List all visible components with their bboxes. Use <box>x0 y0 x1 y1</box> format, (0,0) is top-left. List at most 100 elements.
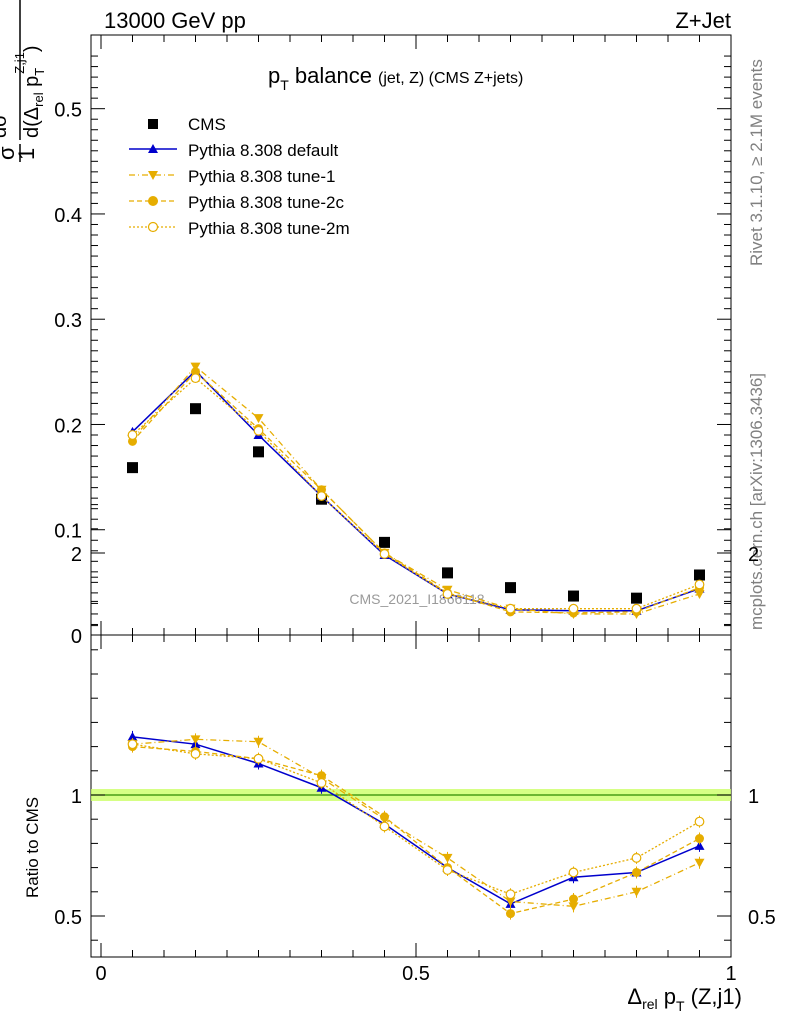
data-point-4 <box>379 536 390 548</box>
ratio-series <box>127 730 705 920</box>
ratio-tune2m-point-2 <box>253 753 264 764</box>
tune2m-point-0 <box>127 430 138 440</box>
ratio-y-tick-label: 0.5 <box>54 907 82 929</box>
ratio-series-tune2c <box>128 740 704 920</box>
tune2m-point-4 <box>379 549 390 559</box>
tune2m-point-2 <box>253 425 264 436</box>
ratio-default-point-9 <box>694 840 705 850</box>
main-y-label: 1 σ dσ d(Δrel pTZ,j1) <box>0 0 47 162</box>
legend-label-tune2m: Pythia 8.308 tune-2m <box>188 219 350 238</box>
ratio-tune2c-point-6 <box>506 909 515 919</box>
ratio-series-tune1 <box>127 733 705 913</box>
tune2m-point-6 <box>505 603 516 614</box>
main-y-ticks: 0 0.1 0.2 0.3 0.4 0.5 <box>54 55 731 648</box>
ratio-x-ticks: 0 0.5 1 <box>95 635 737 985</box>
ratio-series-default <box>127 730 705 910</box>
legend-marker-circle <box>148 196 158 206</box>
data-point-6 <box>505 582 516 594</box>
ratio-tune2c-point-3 <box>317 771 326 781</box>
ratio-tune2c-point-8 <box>632 867 641 877</box>
ratio-tune1-point-6 <box>505 897 516 907</box>
data-point-0 <box>127 462 138 474</box>
main-y-tick-label: 0.2 <box>54 415 82 437</box>
tune2m-point-3 <box>316 491 327 501</box>
tune1-point-2 <box>253 414 264 424</box>
line-tune2m <box>132 377 700 610</box>
ratio-x-tick-label: 0.5 <box>402 963 430 985</box>
ratio-tune1-point-9 <box>694 858 705 868</box>
ratio-tune2c-point-9 <box>695 834 704 844</box>
legend: CMS Pythia 8.308 default Pythia 8.308 tu… <box>129 115 350 238</box>
ratio-tune2c-point-7 <box>569 894 578 904</box>
ratio-line-default <box>132 736 700 905</box>
ratio-tune2m-point-9 <box>694 816 705 827</box>
mcplots-label: mcplots.cern.ch [arXiv:1306.3436] <box>747 373 766 630</box>
ratio-tune2m-point-0 <box>127 739 138 750</box>
ratio-line-tune2m <box>132 743 700 895</box>
line-tune1 <box>132 365 700 615</box>
data-point-5 <box>442 567 453 579</box>
ratio-line-tune2c <box>132 745 700 915</box>
ratio-tune2m-point-7 <box>568 867 579 878</box>
main-y-tick-label: 0 <box>71 626 82 648</box>
ratio-tune2m-point-8 <box>631 853 642 863</box>
tune2m-point-9 <box>694 579 705 590</box>
tune2m-point-8 <box>631 603 642 614</box>
ratio-tune2m-point-6 <box>505 889 516 900</box>
series-tune2m <box>127 373 705 614</box>
tune1-point-9 <box>694 589 705 599</box>
data-point-1 <box>190 403 201 415</box>
process-label: Z+Jet <box>675 8 731 33</box>
title-sub: T <box>280 77 289 93</box>
legend-marker-circle-open <box>147 221 159 233</box>
chart-title: pT balance (jet, Z) (CMS Z+jets) <box>268 63 523 93</box>
data-point-8 <box>631 592 642 604</box>
ratio-tune2m-point-5 <box>442 865 453 875</box>
legend-marker-triangle-down <box>148 171 158 180</box>
main-x-ticks <box>100 35 732 635</box>
data-point-9 <box>694 569 705 581</box>
y-label-denominator: d(Δrel pTZ,j1) <box>12 45 47 138</box>
tune2m-point-5 <box>442 589 453 599</box>
main-y-tick-label: 0.5 <box>54 100 82 122</box>
ratio-x-tick-label: 1 <box>725 963 736 985</box>
ratio-tune2m-point-4 <box>379 821 390 832</box>
ratio-tune1-point-5 <box>442 853 453 863</box>
y-label-dsigma: dσ <box>0 114 11 138</box>
legend-label-cms: CMS <box>188 115 226 134</box>
legend-label-tune1: Pythia 8.308 tune-1 <box>188 167 335 186</box>
ratio-tune1-point-1 <box>190 735 201 745</box>
legend-label-tune2c: Pythia 8.308 tune-2c <box>188 193 344 212</box>
title-small: (jet, Z) (CMS Z+jets) <box>378 70 523 87</box>
ratio-y-tick-label-right: 0.5 <box>748 907 776 929</box>
main-series <box>127 362 705 619</box>
ratio-y-tick-label-right: 1 <box>748 786 759 808</box>
ratio-y-tick-label-right: 2 <box>748 544 759 566</box>
main-frame <box>90 34 732 636</box>
ratio-tune1-point-2 <box>253 737 264 747</box>
legend-label-default: Pythia 8.308 default <box>188 141 339 160</box>
line-tune2c <box>132 370 700 614</box>
ratio-tune2c-point-4 <box>380 812 389 822</box>
title-rest: balance <box>289 63 372 88</box>
ratio-tune2m-point-1 <box>190 748 201 759</box>
legend-marker-square <box>148 119 158 129</box>
series-default <box>127 365 705 615</box>
ratio-x-tick-label: 0 <box>95 963 106 985</box>
ratio-panel: 0.5 0.51 12 2 0 0.5 1 <box>54 504 776 985</box>
legend-marker-triangle-up <box>148 144 158 153</box>
energy-label: 13000 GeV pp <box>104 8 246 33</box>
tune1-point-1 <box>190 362 201 372</box>
ratio-y-tick-label: 2 <box>71 544 82 566</box>
tune2m-point-7 <box>568 603 579 614</box>
rivet-label: Rivet 3.1.10, ≥ 2.1M events <box>747 59 766 266</box>
ratio-default-point-0 <box>127 731 138 741</box>
ratio-y-tick-label: 1 <box>71 786 82 808</box>
ratio-y-label: Ratio to CMS <box>23 797 42 898</box>
main-y-tick-label: 0.1 <box>54 521 82 543</box>
series-tune1 <box>127 362 705 619</box>
legend-item-tune1: Pythia 8.308 tune-1 <box>129 167 335 186</box>
x-axis-label: Δrel pT (Z,j1) <box>627 984 742 1014</box>
main-y-tick-label: 0.4 <box>54 205 82 227</box>
